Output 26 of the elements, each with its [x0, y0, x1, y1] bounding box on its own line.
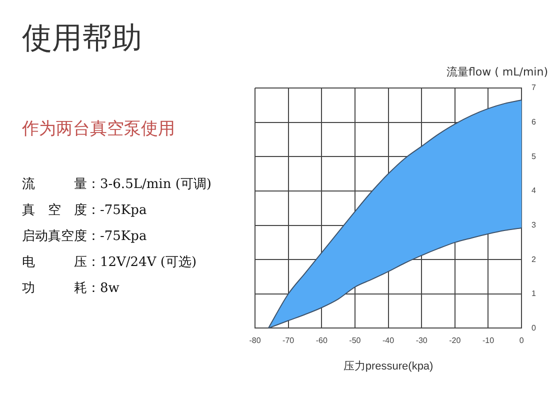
x-tick-label: -30	[416, 336, 428, 346]
x-tick-label: -40	[382, 336, 395, 346]
x-tick-label: -50	[349, 336, 362, 346]
text: 功 耗：8w	[22, 280, 120, 298]
x-tick-label: 0	[519, 336, 524, 346]
y-tick-label: 7	[532, 83, 537, 92]
text: 真 空 度：-75Kpa	[22, 202, 148, 220]
x-tick-label: -80	[249, 336, 262, 346]
x-axis-title: 压力pressure(kpa)	[343, 359, 434, 372]
y-axis-title: 流量flow ( mL/min)	[446, 65, 548, 78]
x-tick-label: -10	[482, 336, 495, 346]
y-tick-label: 3	[532, 220, 537, 230]
y-tick-label: 1	[532, 289, 537, 298]
y-tick-label: 5	[532, 152, 537, 161]
x-tick-label: -20	[449, 336, 462, 346]
x-tick-label: -70	[282, 336, 295, 346]
x-tick-label: -60	[316, 336, 328, 346]
text: 流 量：3-6.5L/min (可调)	[22, 176, 212, 194]
y-tick-label: 6	[532, 118, 537, 127]
text: 启动真空度：-75Kpa	[22, 228, 148, 246]
y-tick-label: 4	[532, 186, 537, 196]
y-tick-label: 0	[532, 323, 537, 332]
text: 电 压：12V/24V (可选)	[22, 254, 198, 272]
chart-title: 使用帮助	[22, 20, 142, 58]
y-tick-label: 2	[532, 254, 537, 264]
text: 作为两台真空泵使用	[22, 118, 175, 140]
